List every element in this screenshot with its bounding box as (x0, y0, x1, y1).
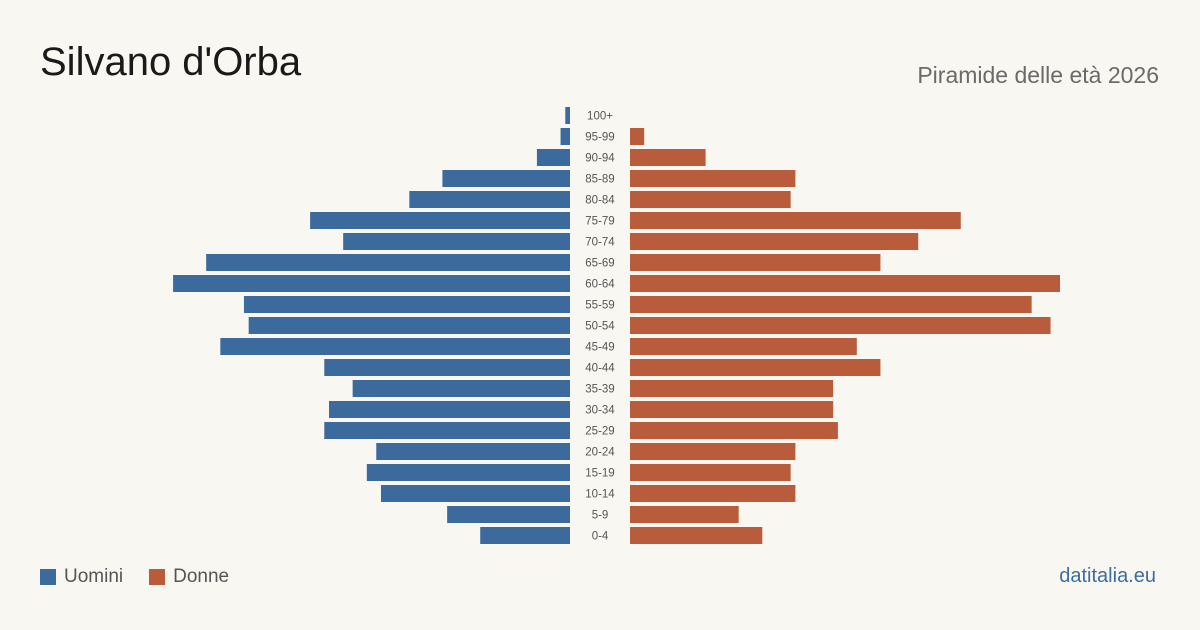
bar-women-0-4 (630, 527, 763, 544)
bar-women-65-69 (630, 254, 881, 271)
age-label-60-64: 60-64 (585, 279, 615, 291)
legend-swatch-men (40, 569, 56, 585)
bar-men-15-19 (366, 464, 570, 481)
bar-women-10-14 (630, 485, 796, 502)
bar-men-40-44 (324, 359, 570, 376)
bar-women-50-54 (630, 317, 1051, 334)
legend-swatch-women (149, 569, 166, 585)
age-label-100+: 100+ (587, 111, 613, 123)
bar-men-0-4 (480, 527, 570, 544)
legend: Uomini Donne (40, 566, 255, 588)
chart-subtitle: Piramide delle età 2026 (917, 62, 1159, 88)
age-label-0-4: 0-4 (592, 531, 609, 543)
bar-men-5-9 (447, 506, 570, 523)
bar-men-60-64 (173, 275, 571, 292)
bar-women-25-29 (630, 422, 838, 439)
age-label-25-29: 25-29 (585, 426, 614, 438)
bar-women-70-74 (630, 233, 919, 250)
bar-men-100+ (565, 107, 570, 124)
age-label-40-44: 40-44 (585, 363, 615, 375)
bar-women-35-39 (630, 380, 834, 397)
bar-men-95-99 (560, 128, 570, 145)
legend-item-women: Donne (149, 566, 229, 588)
bar-women-75-79 (630, 212, 961, 229)
brand-link[interactable]: datitalia.eu (1059, 565, 1156, 587)
bar-men-80-84 (409, 191, 570, 208)
bar-women-85-89 (630, 170, 796, 187)
bar-men-35-39 (352, 380, 570, 397)
age-label-65-69: 65-69 (585, 258, 614, 270)
age-label-55-59: 55-59 (585, 300, 614, 312)
bar-men-65-69 (206, 254, 570, 271)
bar-women-90-94 (630, 149, 706, 166)
age-label-50-54: 50-54 (585, 321, 615, 333)
bar-women-95-99 (630, 128, 645, 145)
age-label-15-19: 15-19 (585, 468, 614, 480)
age-label-95-99: 95-99 (585, 132, 614, 144)
age-label-20-24: 20-24 (585, 447, 615, 459)
bar-women-55-59 (630, 296, 1032, 313)
age-label-30-34: 30-34 (585, 405, 615, 417)
age-label-5-9: 5-9 (592, 510, 609, 522)
legend-label-women: Donne (173, 566, 230, 587)
legend-item-men: Uomini (40, 566, 123, 588)
age-label-75-79: 75-79 (585, 216, 614, 228)
bar-men-20-24 (376, 443, 570, 460)
bar-men-50-54 (248, 317, 570, 334)
bar-women-40-44 (630, 359, 881, 376)
legend-label-men: Uomini (64, 566, 124, 587)
bar-men-45-49 (220, 338, 571, 355)
age-label-10-14: 10-14 (585, 489, 615, 501)
bar-women-5-9 (630, 506, 739, 523)
bar-women-80-84 (630, 191, 791, 208)
bar-men-55-59 (243, 296, 570, 313)
bar-men-30-34 (329, 401, 570, 418)
bar-men-85-89 (442, 170, 570, 187)
chart-title: Silvano d'Orba (40, 40, 302, 84)
bar-women-45-49 (630, 338, 857, 355)
age-label-45-49: 45-49 (585, 342, 614, 354)
bar-men-75-79 (310, 212, 570, 229)
bar-women-30-34 (630, 401, 834, 418)
age-label-90-94: 90-94 (585, 153, 615, 165)
bar-women-20-24 (630, 443, 796, 460)
bar-men-25-29 (324, 422, 570, 439)
age-label-85-89: 85-89 (585, 174, 614, 186)
bar-women-15-19 (630, 464, 791, 481)
age-label-80-84: 80-84 (585, 195, 615, 207)
age-label-35-39: 35-39 (585, 384, 614, 396)
bar-women-60-64 (630, 275, 1060, 292)
bar-men-10-14 (380, 485, 570, 502)
age-label-70-74: 70-74 (585, 237, 615, 249)
bar-men-70-74 (343, 233, 570, 250)
bar-men-90-94 (536, 149, 570, 166)
